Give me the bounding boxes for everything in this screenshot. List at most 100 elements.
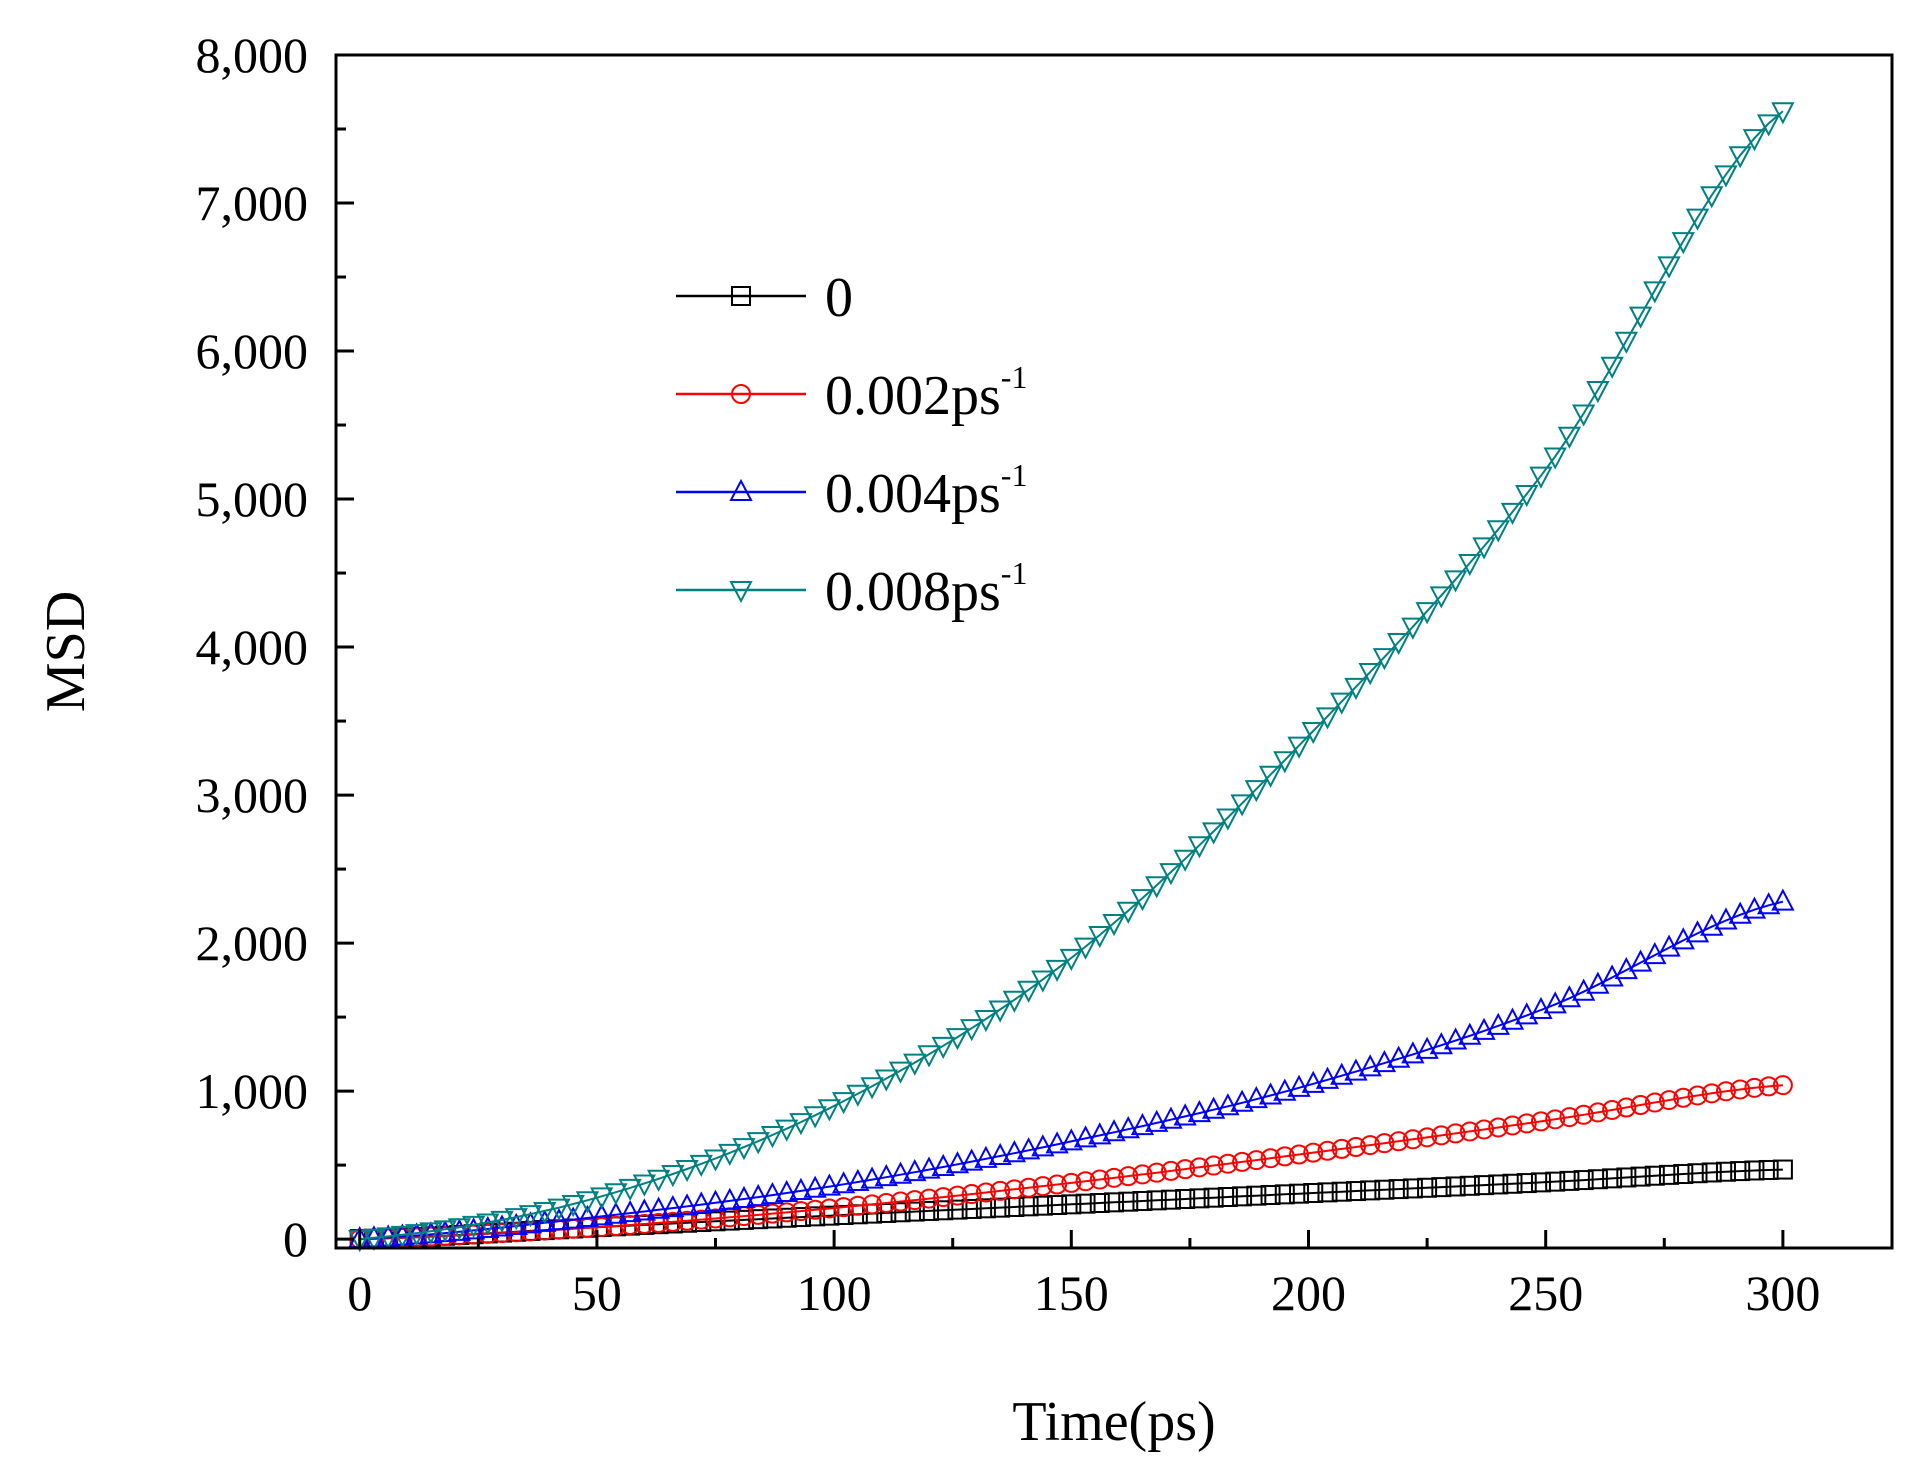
data-point: [1160, 1160, 1181, 1181]
data-point: [533, 1201, 557, 1225]
data-point: [1757, 114, 1781, 137]
data-point: [860, 1166, 884, 1189]
data-point: [1145, 876, 1169, 899]
legend-label: 0.004ps-1: [825, 457, 1027, 525]
data-point: [1244, 1086, 1268, 1109]
data-point: [1573, 1104, 1594, 1125]
data-point: [1529, 996, 1553, 1020]
data-point: [1687, 1085, 1708, 1106]
data-point: [1146, 1190, 1167, 1211]
data-point: [575, 1191, 600, 1214]
data-point: [974, 1009, 998, 1033]
data-point: [918, 1200, 939, 1221]
data-point: [803, 1106, 827, 1129]
data-point: [1701, 1162, 1722, 1183]
y-tick-label: 4,000: [196, 619, 309, 675]
data-point: [1102, 1119, 1126, 1142]
data-point: [1386, 632, 1411, 656]
data-point: [817, 1173, 842, 1196]
y-tick-label: 2,000: [196, 915, 309, 971]
data-point: [718, 1187, 742, 1210]
data-point: [846, 1084, 870, 1107]
data-point: [1742, 896, 1767, 919]
data-point: [490, 1210, 514, 1234]
data-point: [1429, 586, 1453, 609]
data-point: [675, 1159, 699, 1183]
y-tick-label: 7,000: [196, 175, 309, 231]
data-point: [1758, 1159, 1779, 1180]
data-point: [1258, 765, 1283, 788]
data-point: [1315, 1066, 1340, 1089]
data-point: [917, 1045, 941, 1068]
data-point: [1488, 1117, 1509, 1138]
data-point: [1187, 836, 1212, 859]
data-point: [1685, 208, 1710, 231]
data-point: [1515, 1002, 1539, 1025]
data-point: [1002, 990, 1027, 1013]
data-point: [1089, 1169, 1110, 1190]
data-point: [447, 1218, 471, 1241]
data-point: [789, 1177, 813, 1200]
data-point: [988, 1000, 1012, 1023]
data-point: [1360, 1135, 1381, 1156]
data-point: [1700, 186, 1724, 209]
data-point: [1360, 1180, 1381, 1201]
data-point: [561, 1206, 585, 1229]
data-point: [705, 1208, 726, 1229]
x-tick-label: 0: [347, 1265, 372, 1321]
legend-marker: [729, 581, 753, 604]
data-point: [1715, 1081, 1736, 1102]
data-point: [1500, 502, 1525, 526]
data-point: [1415, 1036, 1439, 1059]
data-point: [1474, 1119, 1495, 1140]
data-point: [888, 1061, 913, 1084]
data-point: [1758, 1076, 1779, 1097]
data-point: [1130, 1112, 1155, 1136]
legend-marker: [731, 384, 751, 404]
data-point: [776, 1202, 797, 1223]
data-point: [1232, 1151, 1253, 1172]
data-point: [632, 1174, 657, 1197]
data-point: [1289, 1183, 1310, 1204]
legend: 0 0.002ps-1 0.004ps-1 0.008ps-1: [676, 267, 1027, 623]
data-point: [1061, 1172, 1082, 1193]
data-point: [1175, 1159, 1196, 1180]
axes: 0 50 100 150 200 250 300 0 1,000 2,000 3,000 4,000 5…: [196, 27, 1894, 1321]
data-point: [1659, 1090, 1680, 1111]
data-point: [1260, 1185, 1281, 1206]
data-point: [1260, 1148, 1281, 1169]
data-point: [1116, 901, 1140, 924]
data-point: [732, 1138, 756, 1161]
y-axis-title: MSD: [35, 591, 97, 712]
data-point: [1289, 1144, 1310, 1165]
data-point: [1059, 948, 1083, 972]
data-point: [1530, 1111, 1551, 1132]
data-point: [1431, 1125, 1452, 1146]
data-point: [1075, 1171, 1096, 1192]
data-point: [1031, 1134, 1055, 1157]
data-point: [732, 1185, 756, 1209]
data-point: [1386, 1045, 1411, 1068]
data-point: [775, 1119, 799, 1142]
data-point: [1472, 537, 1496, 560]
data-point: [931, 1036, 955, 1059]
data-point: [988, 1142, 1012, 1166]
data-point: [1317, 1140, 1338, 1161]
data-point: [1458, 554, 1482, 577]
data-point: [1116, 1116, 1140, 1139]
data-point: [504, 1212, 528, 1235]
data-point: [1160, 1189, 1181, 1210]
data-point: [1246, 1185, 1267, 1206]
data-point: [1132, 1191, 1153, 1212]
data-point: [1073, 937, 1098, 960]
data-point: [1643, 281, 1667, 304]
data-point: [947, 1185, 968, 1206]
data-point: [1301, 721, 1325, 745]
data-point: [1730, 1079, 1751, 1100]
data-point: [1016, 1137, 1041, 1160]
data-point: [476, 1213, 500, 1236]
data-point: [1559, 1170, 1580, 1191]
data-point: [1557, 426, 1582, 449]
y-tick-label: 6,000: [196, 323, 309, 379]
